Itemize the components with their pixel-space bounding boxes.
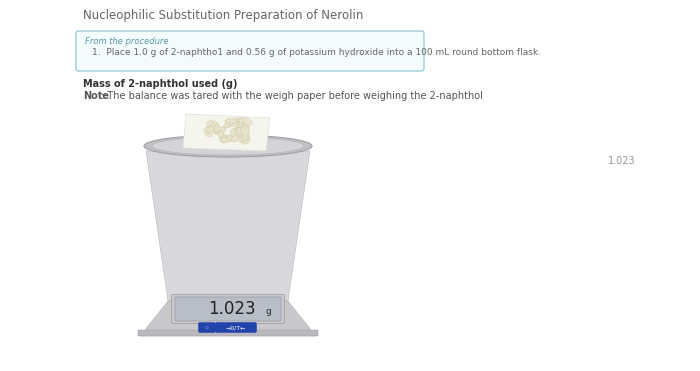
Text: Note: Note	[83, 91, 109, 101]
FancyBboxPatch shape	[216, 322, 256, 332]
Ellipse shape	[214, 125, 220, 132]
Ellipse shape	[231, 135, 239, 142]
Ellipse shape	[230, 121, 239, 126]
Text: o: o	[205, 325, 209, 330]
Ellipse shape	[240, 132, 248, 140]
Ellipse shape	[244, 124, 249, 129]
Ellipse shape	[223, 120, 235, 128]
Ellipse shape	[204, 126, 214, 133]
Text: g: g	[265, 308, 271, 316]
Polygon shape	[146, 151, 310, 301]
Ellipse shape	[236, 125, 244, 134]
Ellipse shape	[240, 133, 248, 142]
Ellipse shape	[206, 127, 211, 136]
Bar	[138, 330, 318, 336]
Text: From the procedure: From the procedure	[85, 37, 169, 46]
Ellipse shape	[213, 126, 220, 134]
Ellipse shape	[237, 118, 244, 125]
Ellipse shape	[241, 135, 250, 144]
FancyBboxPatch shape	[199, 322, 216, 332]
Ellipse shape	[236, 127, 245, 136]
Text: →0/T←: →0/T←	[226, 325, 246, 330]
Ellipse shape	[144, 135, 312, 157]
Ellipse shape	[225, 135, 232, 142]
Ellipse shape	[215, 127, 225, 134]
Ellipse shape	[238, 136, 243, 142]
Text: : The balance was tared with the weigh paper before weighing the 2-naphthol: : The balance was tared with the weigh p…	[101, 91, 483, 101]
Text: 1.023: 1.023	[608, 156, 636, 166]
Ellipse shape	[225, 119, 238, 124]
FancyBboxPatch shape	[76, 31, 424, 71]
Ellipse shape	[241, 125, 249, 136]
Ellipse shape	[205, 132, 213, 137]
Ellipse shape	[230, 128, 238, 137]
Text: Nucleophilic Substitution Preparation of Nerolin: Nucleophilic Substitution Preparation of…	[83, 9, 363, 22]
Ellipse shape	[212, 121, 218, 129]
Ellipse shape	[219, 135, 227, 143]
Ellipse shape	[237, 122, 243, 129]
Ellipse shape	[152, 137, 304, 155]
Polygon shape	[140, 301, 316, 336]
Ellipse shape	[236, 129, 241, 138]
Text: 1.  Place 1.0 g of 2-naphtho1 and 0.56 g of potassium hydroxide into a 100 mL ro: 1. Place 1.0 g of 2-naphtho1 and 0.56 g …	[92, 48, 541, 57]
Ellipse shape	[241, 117, 252, 125]
FancyBboxPatch shape	[172, 295, 284, 324]
Ellipse shape	[206, 121, 216, 128]
Ellipse shape	[218, 131, 224, 137]
FancyBboxPatch shape	[175, 297, 281, 321]
Ellipse shape	[239, 118, 244, 124]
Ellipse shape	[220, 137, 228, 143]
Polygon shape	[183, 114, 270, 151]
Text: 1.023: 1.023	[208, 300, 255, 318]
Text: Mass of 2-naphthol used (g): Mass of 2-naphthol used (g)	[83, 79, 237, 89]
